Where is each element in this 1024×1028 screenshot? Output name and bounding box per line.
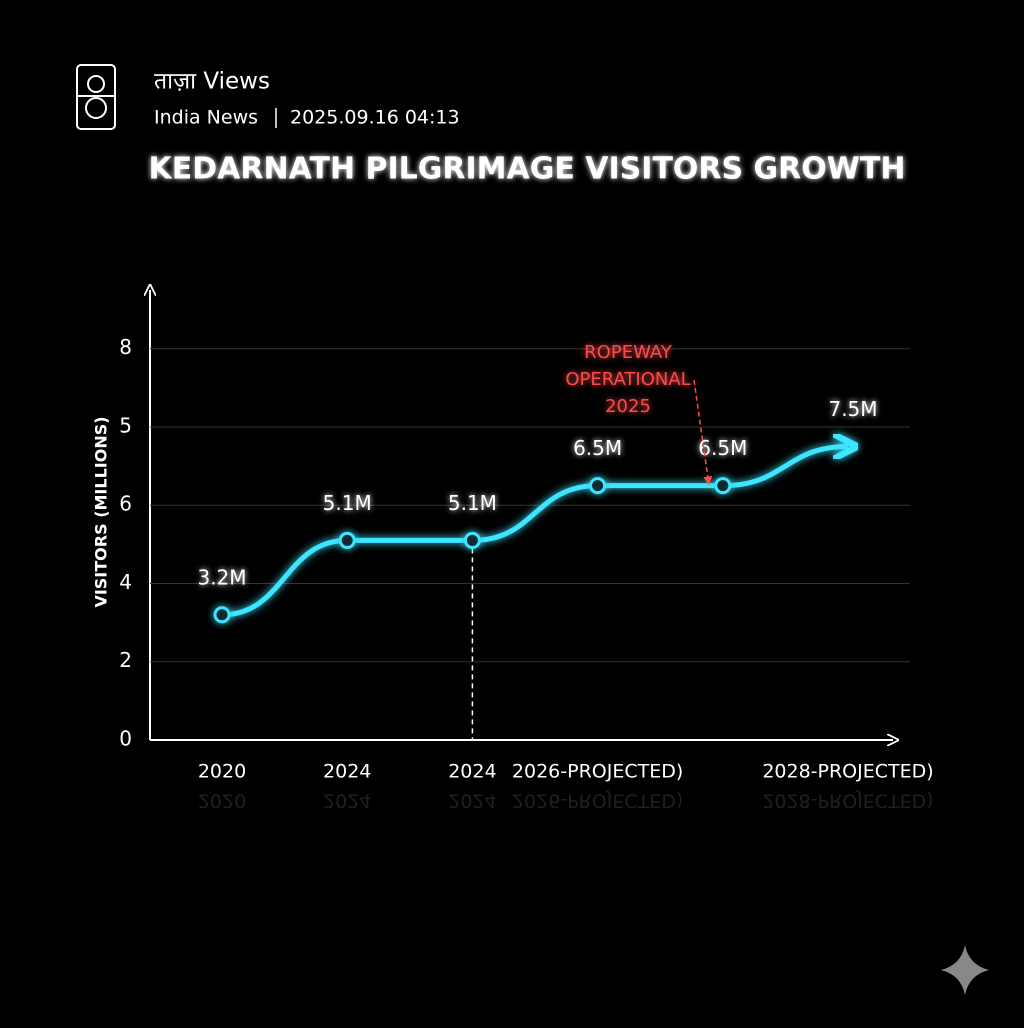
y-tick-label: 5 [119, 413, 132, 437]
x-tick-label: 2024 [323, 761, 371, 783]
point [338, 531, 356, 549]
data-label: 5.1M [323, 491, 372, 515]
point [589, 477, 607, 495]
sparkle-icon [941, 945, 989, 995]
x-tick-label: 2020 [198, 761, 246, 783]
x-tick-label: 2024 [448, 761, 496, 783]
point [213, 606, 231, 624]
y-tick-label: 8 [119, 335, 132, 359]
source: India News [154, 107, 258, 129]
annotation-text: OPERATIONAL [565, 369, 690, 390]
brand: ताज़ा Views [154, 69, 270, 95]
y-tick-label: 0 [119, 727, 132, 751]
data-label: 6.5M [698, 436, 747, 460]
x-tick-reflection: 2020 [198, 790, 246, 812]
x-tick-reflection: 2024 [448, 790, 496, 812]
x-tick-reflection: 2028-PROJECTED) [762, 790, 933, 812]
x-tick-label: 2028-PROJECTED) [762, 761, 933, 783]
x-tick-reflection: 2026-PROJECTED) [512, 790, 683, 812]
logo [76, 64, 116, 130]
data-label: 5.1M [448, 491, 497, 515]
point [714, 477, 732, 495]
data-label: 7.5M [828, 397, 877, 421]
annotation-text: 2025 [605, 396, 651, 417]
y-tick-label: 4 [119, 570, 132, 594]
timestamp: 2025.09.16 04:13 [290, 107, 460, 129]
x-tick-reflection: 2024 [323, 790, 371, 812]
data-label: 6.5M [573, 436, 622, 460]
x-tick-label: 2026-PROJECTED) [512, 761, 683, 783]
annotation-arrow [693, 379, 713, 486]
data-label: 3.2M [197, 565, 246, 589]
y-tick-label: 2 [119, 648, 132, 672]
point [463, 531, 481, 549]
series-line [221, 447, 848, 618]
y-tick-label: 6 [119, 492, 132, 516]
y-axis-label: VISITORS (MILLIONS) [92, 416, 111, 607]
chart-title: KEDARNATH PILGRIMAGE VISITORS GROWTH [149, 152, 906, 187]
annotation-text: ROPEWAY [584, 342, 673, 363]
